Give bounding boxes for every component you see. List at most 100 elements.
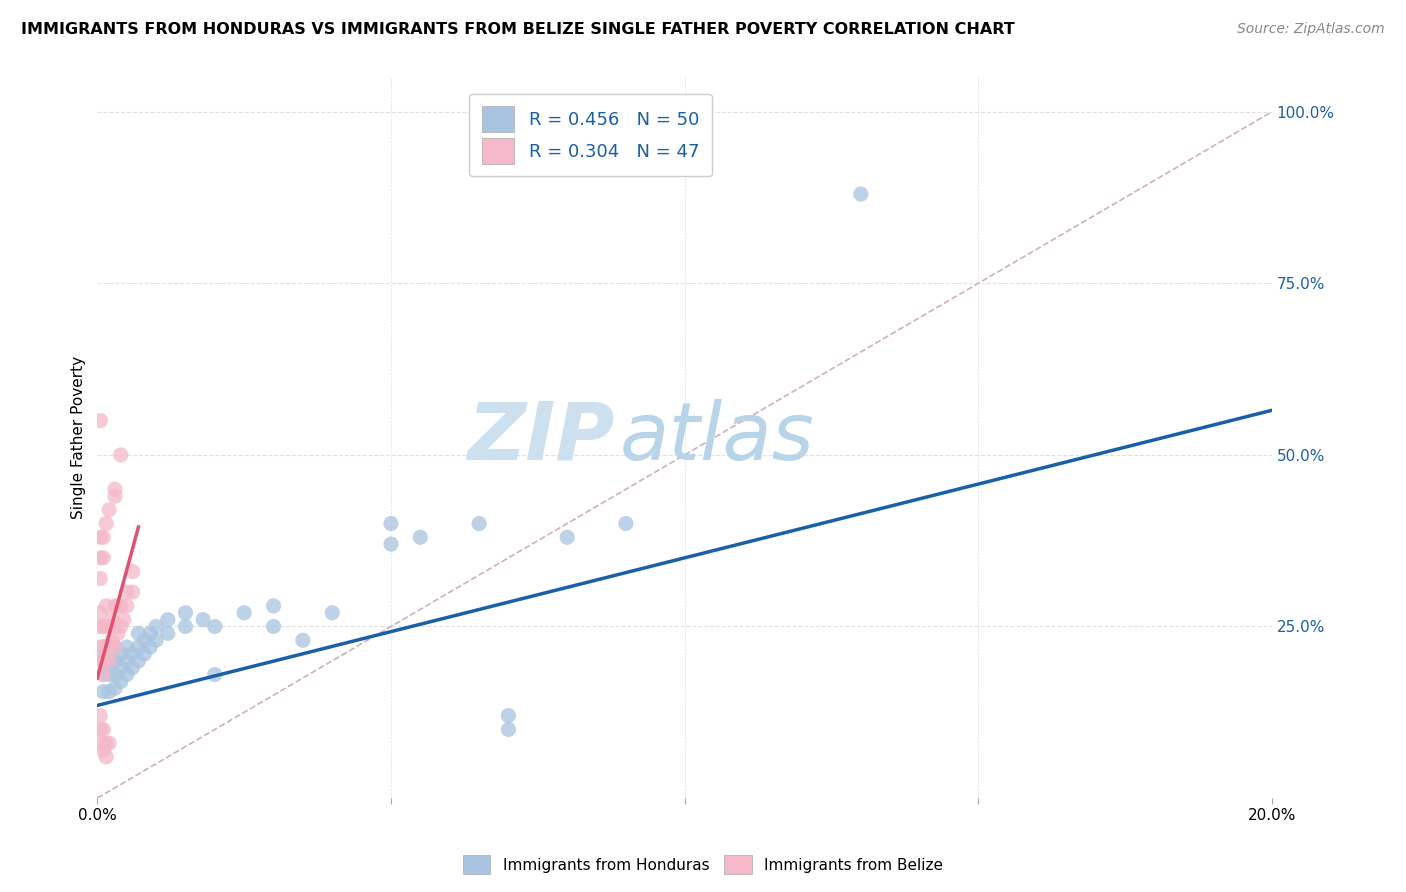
Point [104, 482, 127, 496]
Point [91, 530, 114, 544]
Text: IMMIGRANTS FROM HONDURAS VS IMMIGRANTS FROM BELIZE SINGLE FATHER POVERTY CORRELA: IMMIGRANTS FROM HONDURAS VS IMMIGRANTS F… [21, 22, 1015, 37]
Point [191, 613, 214, 627]
Point [555, 530, 578, 544]
Point [101, 633, 124, 648]
Point [96, 736, 118, 750]
Point [107, 626, 129, 640]
Point [91, 667, 114, 681]
Point [104, 489, 127, 503]
Point [104, 654, 127, 668]
Point [104, 619, 127, 633]
Point [89, 571, 111, 585]
Point [156, 613, 179, 627]
Point [110, 661, 132, 675]
Point [89, 723, 111, 737]
Point [127, 626, 149, 640]
Point [614, 516, 637, 531]
Point [96, 619, 118, 633]
Point [121, 647, 143, 661]
Point [89, 414, 111, 428]
Point [89, 736, 111, 750]
Point [233, 606, 256, 620]
Point [98, 736, 121, 750]
Point [121, 585, 143, 599]
Point [110, 599, 132, 613]
Point [145, 633, 167, 648]
Point [91, 667, 114, 681]
Point [98, 640, 121, 654]
Point [98, 654, 121, 668]
Point [98, 654, 121, 668]
Point [98, 640, 121, 654]
Point [96, 750, 118, 764]
Point [91, 619, 114, 633]
Point [174, 606, 197, 620]
Point [112, 613, 135, 627]
Point [91, 723, 114, 737]
Point [110, 448, 132, 462]
Point [115, 654, 138, 668]
Point [498, 708, 520, 723]
Point [156, 626, 179, 640]
Legend: R = 0.456   N = 50, R = 0.304   N = 47: R = 0.456 N = 50, R = 0.304 N = 47 [470, 94, 711, 177]
Point [91, 684, 114, 698]
Point [115, 585, 138, 599]
Point [139, 626, 162, 640]
Point [121, 661, 143, 675]
Point [145, 619, 167, 633]
Point [89, 530, 111, 544]
Point [96, 640, 118, 654]
Point [204, 667, 226, 681]
Point [263, 619, 285, 633]
Point [98, 503, 121, 517]
Point [89, 606, 111, 620]
Point [89, 708, 111, 723]
Point [468, 516, 491, 531]
Point [174, 619, 197, 633]
Point [91, 550, 114, 565]
Point [127, 654, 149, 668]
Point [134, 647, 156, 661]
Text: atlas: atlas [620, 399, 814, 476]
Point [115, 667, 138, 681]
Point [107, 599, 129, 613]
Point [110, 619, 132, 633]
Point [104, 640, 127, 654]
Point [91, 640, 114, 654]
Point [263, 599, 285, 613]
Point [139, 640, 162, 654]
Point [121, 565, 143, 579]
Point [96, 516, 118, 531]
Point [104, 640, 127, 654]
Point [498, 723, 520, 737]
Point [409, 530, 432, 544]
Text: Source: ZipAtlas.com: Source: ZipAtlas.com [1237, 22, 1385, 37]
Point [110, 647, 132, 661]
Point [127, 640, 149, 654]
Point [89, 550, 111, 565]
Point [115, 599, 138, 613]
Point [115, 640, 138, 654]
Point [104, 599, 127, 613]
Y-axis label: Single Father Poverty: Single Father Poverty [72, 356, 86, 519]
Point [91, 640, 114, 654]
Point [110, 674, 132, 689]
Point [91, 743, 114, 757]
Point [291, 633, 314, 648]
Point [96, 599, 118, 613]
Point [134, 633, 156, 648]
Point [98, 667, 121, 681]
Legend: Immigrants from Honduras, Immigrants from Belize: Immigrants from Honduras, Immigrants fro… [457, 849, 949, 880]
Point [849, 187, 872, 202]
Point [89, 619, 111, 633]
Point [204, 619, 226, 633]
Point [89, 654, 111, 668]
Point [321, 606, 343, 620]
Point [104, 667, 127, 681]
Point [380, 537, 402, 551]
Point [380, 516, 402, 531]
Point [98, 684, 121, 698]
Point [104, 681, 127, 696]
Text: ZIP: ZIP [467, 399, 614, 476]
Point [98, 619, 121, 633]
